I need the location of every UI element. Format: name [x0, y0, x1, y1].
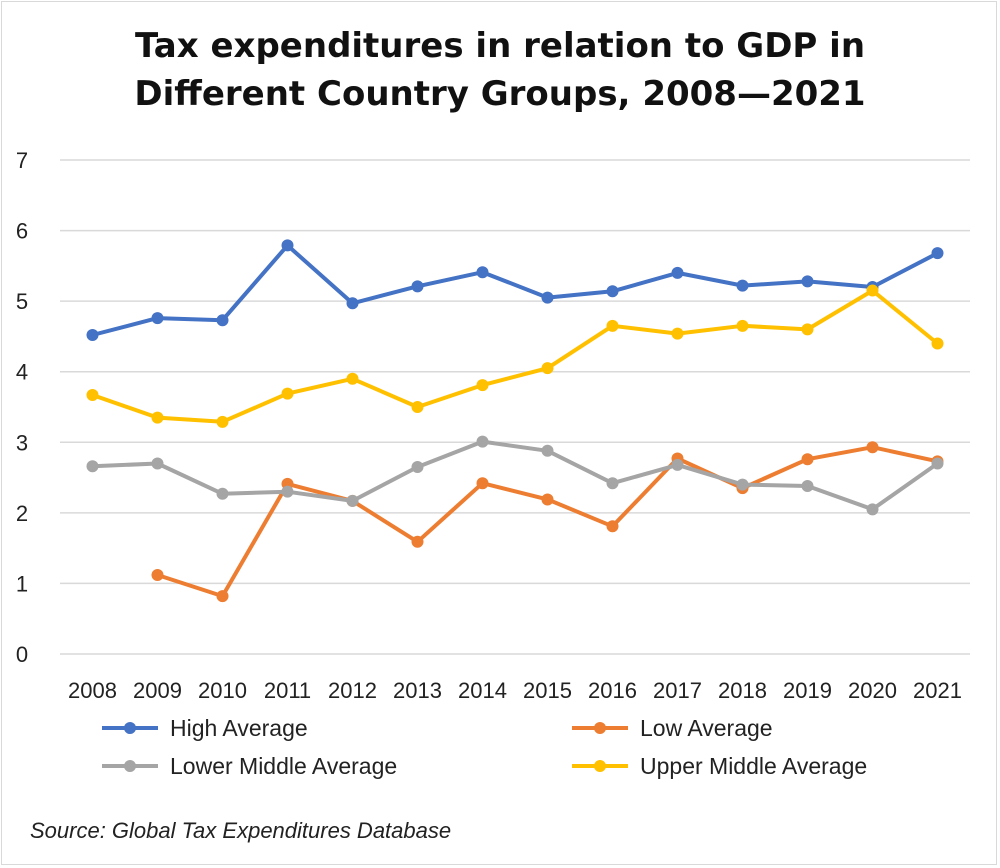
data-point-upper-middle-average-2019 [801, 323, 814, 336]
data-point-upper-middle-average-2013 [411, 401, 424, 413]
legend-swatch-upper-middle-average [572, 760, 628, 772]
data-point-high-average-2015 [541, 291, 554, 304]
data-point-low-average-2014 [476, 477, 489, 490]
legend-swatch-lower-middle-average [102, 760, 158, 772]
source-note: Source: Global Tax Expenditures Database [30, 818, 452, 843]
x-tick-label-2020: 2020 [848, 678, 897, 703]
data-point-lower-middle-average-2019 [801, 480, 814, 493]
y-tick-label-7: 7 [16, 148, 28, 173]
data-point-upper-middle-average-2010 [216, 415, 229, 428]
data-point-high-average-2010 [216, 314, 229, 327]
y-tick-label-1: 1 [16, 571, 28, 596]
series-line-lower-middle-average [90, 439, 940, 512]
data-point-upper-middle-average-2014 [476, 379, 489, 392]
data-point-lower-middle-average-2011 [281, 485, 294, 498]
data-point-high-average-2017 [671, 266, 684, 279]
data-point-upper-middle-average-2015 [541, 362, 554, 375]
data-point-upper-middle-average-2008 [86, 389, 99, 402]
y-tick-label-3: 3 [16, 430, 28, 455]
x-tick-label-2008: 2008 [68, 678, 117, 703]
data-point-high-average-2019 [801, 275, 814, 288]
data-point-upper-middle-average-2012 [346, 372, 359, 385]
data-point-upper-middle-average-2018 [736, 319, 749, 332]
x-tick-label-2016: 2016 [588, 678, 637, 703]
data-point-upper-middle-average-2020 [866, 284, 879, 297]
data-point-high-average-2008 [86, 329, 99, 342]
series-line-high-average [90, 243, 940, 337]
data-point-high-average-2011 [281, 239, 294, 252]
y-tick-label-0: 0 [16, 642, 28, 667]
data-point-high-average-2014 [476, 266, 489, 279]
data-point-lower-middle-average-2021 [931, 457, 944, 470]
legend-swatch-high-average [102, 722, 158, 734]
legend-label-upper-middle-average: Upper Middle Average [640, 753, 868, 779]
data-point-high-average-2009 [151, 312, 164, 325]
x-tick-label-2015: 2015 [523, 678, 572, 703]
data-point-high-average-2012 [346, 297, 359, 310]
data-point-lower-middle-average-2013 [411, 460, 424, 473]
data-point-lower-middle-average-2014 [476, 435, 489, 448]
data-point-high-average-2018 [736, 279, 749, 292]
data-point-lower-middle-average-2010 [216, 487, 229, 500]
data-point-low-average-2016 [606, 520, 619, 533]
data-point-upper-middle-average-2017 [671, 327, 684, 340]
x-tick-label-2018: 2018 [718, 678, 767, 703]
data-point-low-average-2015 [541, 493, 554, 506]
data-point-lower-middle-average-2020 [866, 503, 879, 516]
x-tick-label-2013: 2013 [393, 678, 442, 703]
data-point-lower-middle-average-2017 [671, 458, 684, 471]
data-point-lower-middle-average-2012 [346, 494, 359, 507]
x-tick-label-2014: 2014 [458, 678, 507, 703]
x-tick-label-2012: 2012 [328, 678, 377, 703]
y-tick-label-4: 4 [16, 360, 28, 385]
data-point-lower-middle-average-2008 [86, 460, 99, 473]
data-point-low-average-2013 [411, 535, 424, 548]
legend-label-high-average: High Average [170, 715, 308, 741]
x-tick-label-2017: 2017 [653, 678, 702, 703]
data-point-lower-middle-average-2016 [606, 477, 619, 490]
data-point-low-average-2010 [216, 590, 229, 603]
y-tick-label-5: 5 [16, 289, 28, 314]
data-point-lower-middle-average-2015 [541, 444, 554, 457]
chart-title: Tax expenditures in relation to GDP in D… [0, 22, 1000, 118]
x-tick-label-2010: 2010 [198, 678, 247, 703]
data-point-lower-middle-average-2018 [736, 478, 749, 491]
legend-swatch-low-average [572, 722, 628, 734]
data-point-high-average-2021 [931, 247, 944, 260]
data-point-upper-middle-average-2021 [931, 337, 944, 350]
chart-title-line-1: Tax expenditures in relation to GDP in [134, 26, 866, 66]
x-tick-label-2009: 2009 [133, 678, 182, 703]
legend-label-lower-middle-average: Lower Middle Average [170, 753, 398, 779]
chart-title-line-2: Different Country Groups, 2008—2021 [134, 74, 866, 114]
series-line-low-average [155, 445, 940, 599]
data-point-upper-middle-average-2011 [281, 387, 294, 400]
series-line-upper-middle-average [90, 288, 940, 424]
data-point-high-average-2013 [411, 280, 424, 293]
data-point-low-average-2009 [151, 568, 164, 581]
data-point-low-average-2020 [866, 441, 879, 454]
y-tick-label-2: 2 [16, 501, 28, 526]
x-tick-label-2019: 2019 [783, 678, 832, 703]
legend-label-low-average: Low Average [640, 715, 773, 741]
data-point-high-average-2016 [606, 285, 619, 298]
x-tick-label-2021: 2021 [913, 678, 962, 703]
data-point-low-average-2019 [801, 453, 814, 466]
data-point-lower-middle-average-2009 [151, 457, 164, 470]
y-tick-label-6: 6 [16, 219, 28, 244]
data-point-upper-middle-average-2016 [606, 319, 619, 332]
x-tick-label-2011: 2011 [264, 678, 311, 703]
data-point-upper-middle-average-2009 [151, 411, 164, 424]
